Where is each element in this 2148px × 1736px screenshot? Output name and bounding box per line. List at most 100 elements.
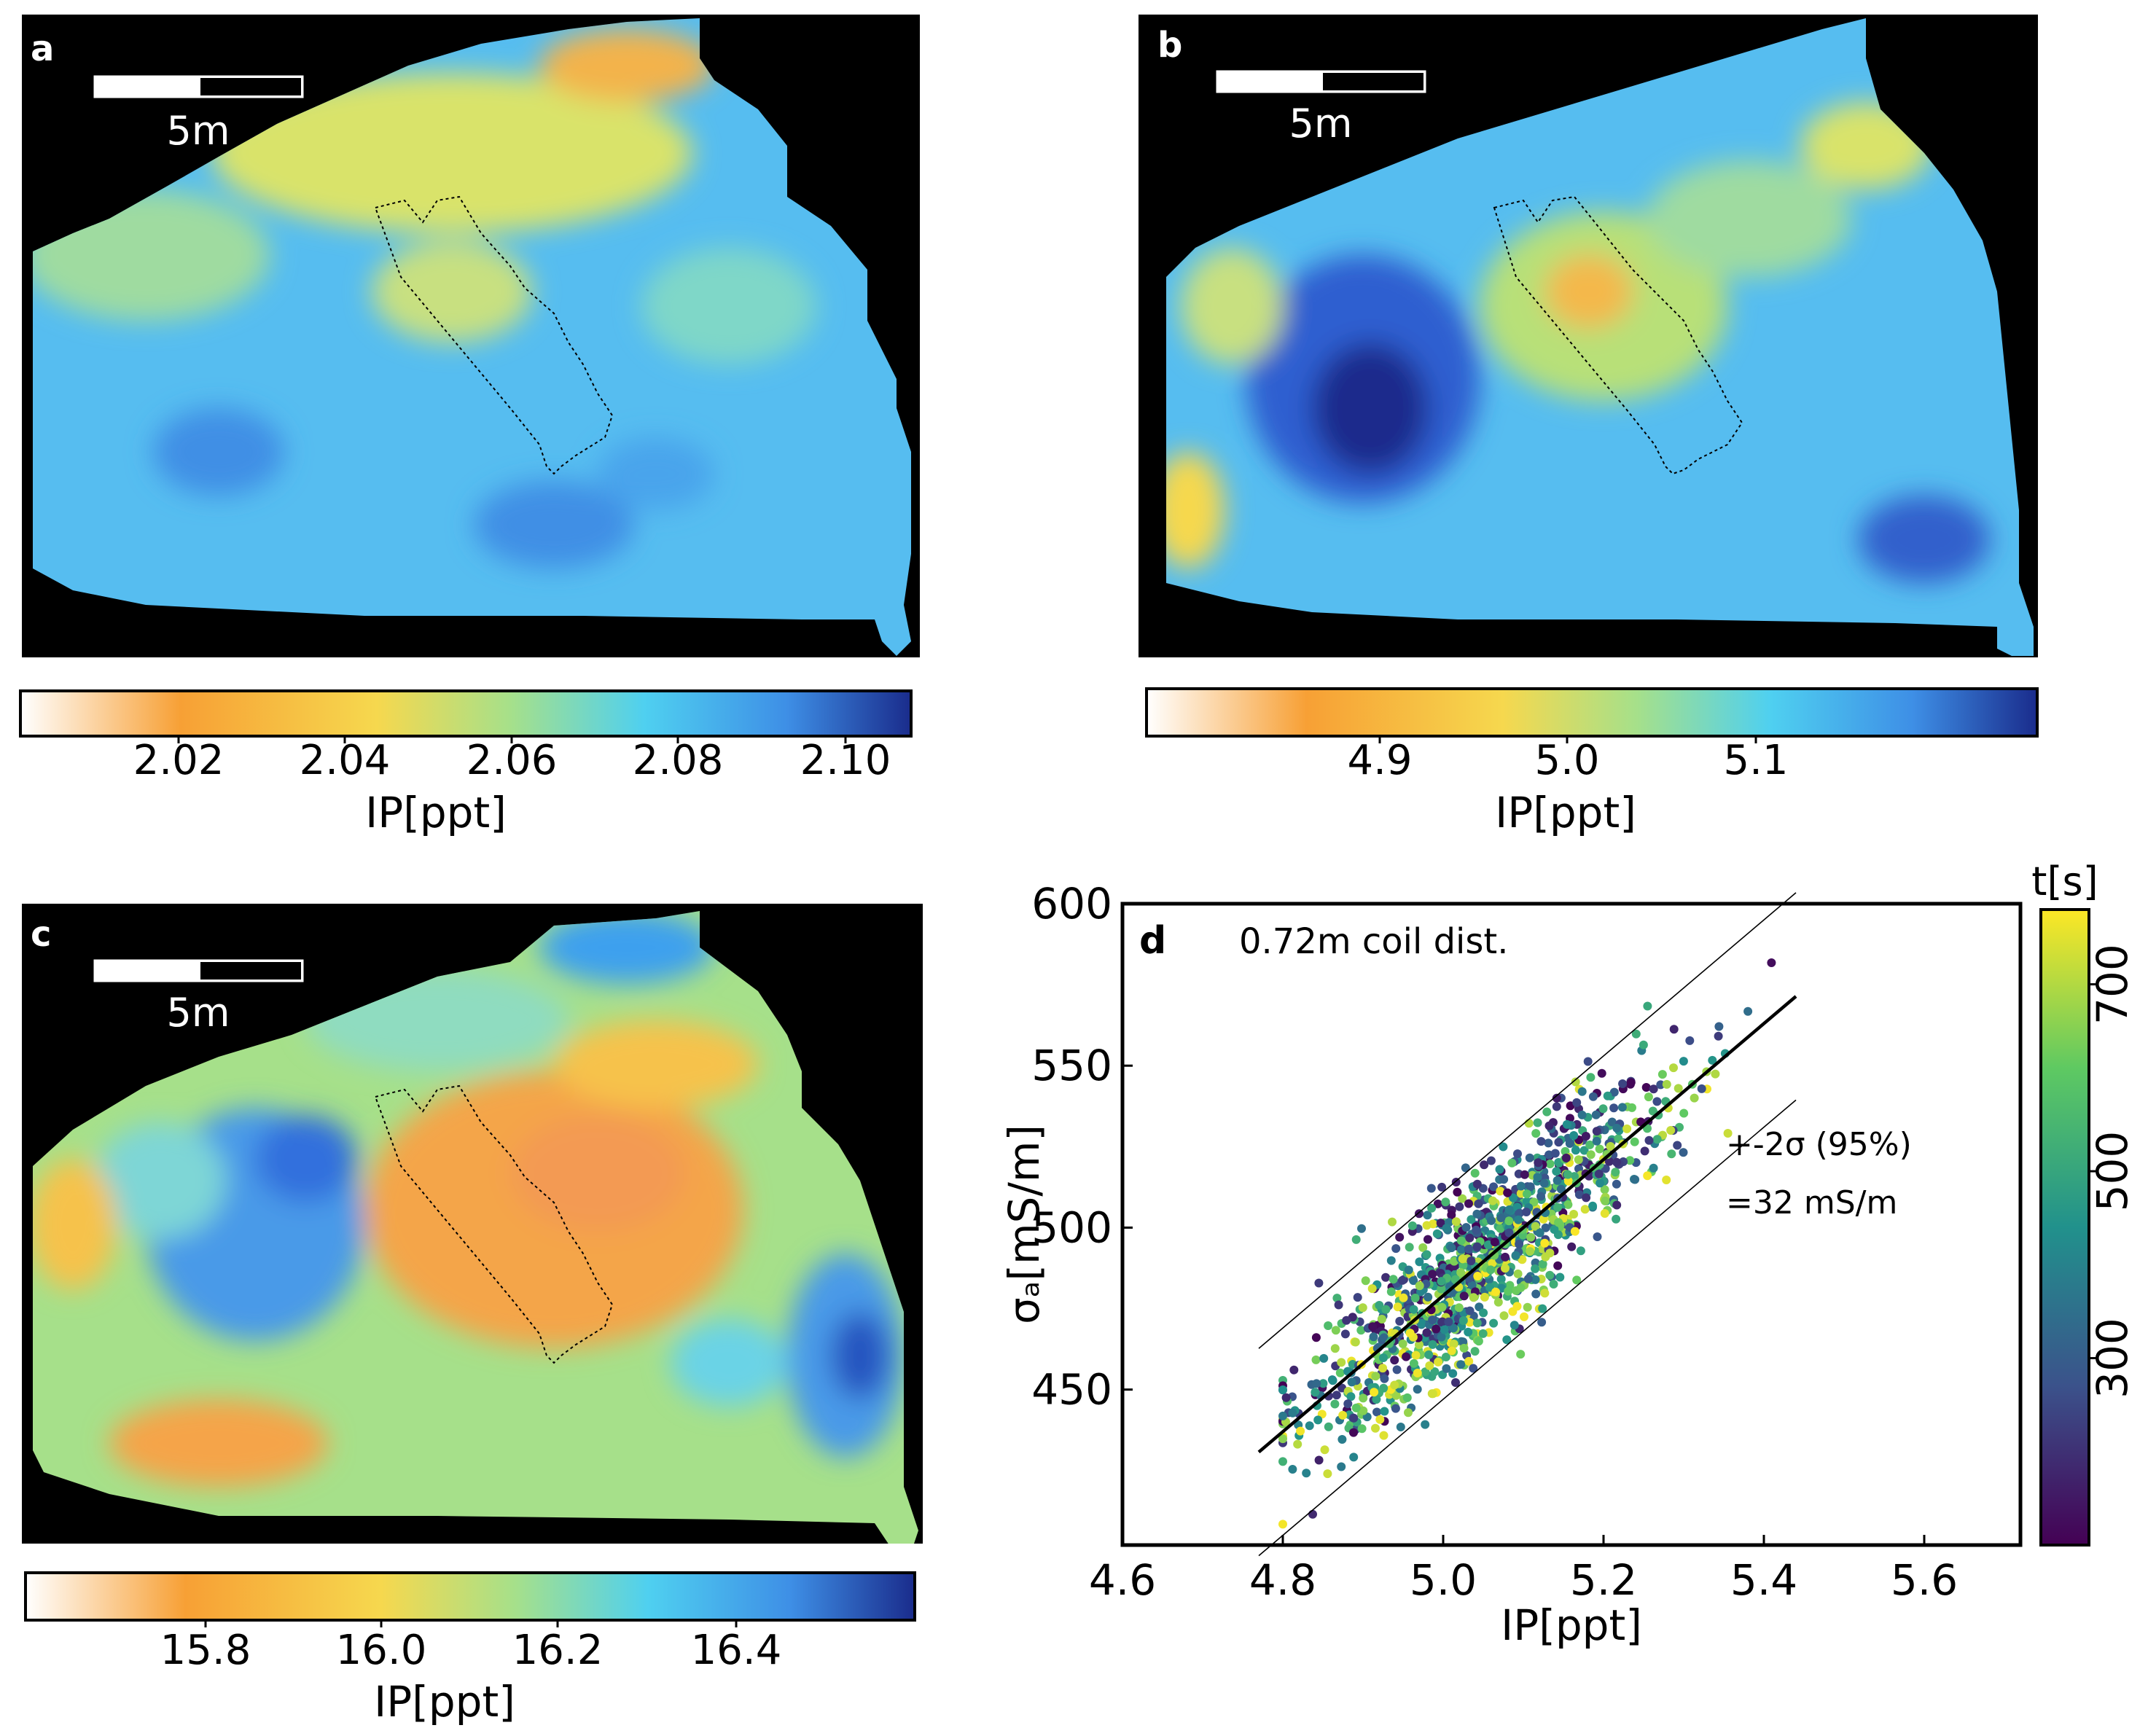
scatter-point (1428, 1340, 1437, 1349)
scatter-point (1611, 1168, 1620, 1177)
scatter-point (1351, 1337, 1360, 1347)
scatter-point (1371, 1423, 1380, 1433)
scatter-point (1574, 1190, 1584, 1200)
scatter-point (1679, 1109, 1689, 1118)
scatter-point (1600, 1185, 1609, 1195)
scatter-point (1437, 1284, 1446, 1294)
scatter-point (1644, 1135, 1654, 1145)
scatter-point (1432, 1324, 1441, 1334)
y-axis-label: σₐ[mS/m] (999, 1125, 1049, 1324)
colorbar-c-tick-0: 15.8 (160, 1627, 251, 1674)
scatter-point (1580, 1205, 1590, 1214)
scatter-point (1389, 1275, 1398, 1284)
scatter-point (1346, 1392, 1356, 1401)
scatter-point (1491, 1287, 1501, 1297)
scatter-point (1571, 1146, 1580, 1155)
scatter-point (1343, 1399, 1353, 1409)
panel-c: c 5m 15.8 16.0 16.2 16.4 IP[ppt] (22, 904, 923, 1727)
scatter-point (1405, 1329, 1415, 1338)
colorbar-a-tick-4: 2.10 (800, 737, 891, 784)
colorbar-time (2039, 908, 2090, 1547)
scatter-point (1437, 1182, 1447, 1192)
scatter-point (1324, 1422, 1333, 1431)
scatter-point (1469, 1364, 1478, 1373)
scatter-point (1347, 1377, 1356, 1387)
colorbar-b (1145, 687, 2039, 738)
scatter-point (1545, 1160, 1555, 1168)
scalebar-label-c: 5m (167, 990, 230, 1036)
scatter-point (1328, 1376, 1337, 1385)
scatter-point (1379, 1333, 1389, 1342)
scatter-point (1563, 1176, 1573, 1186)
scatter-point (1503, 1188, 1512, 1197)
scatter-point (1464, 1327, 1473, 1337)
scatter-point (1371, 1372, 1380, 1381)
x-axis-label: IP[ppt] (1501, 1600, 1642, 1650)
scatter-point (1679, 1057, 1688, 1066)
scatter-point (1577, 1087, 1587, 1096)
scatter-point (1597, 1068, 1606, 1078)
scatter-point (1418, 1243, 1428, 1252)
scatter-point (1456, 1236, 1466, 1246)
scatter-point (1441, 1353, 1450, 1361)
scatter-point (1523, 1189, 1531, 1199)
scatter-point (1592, 1136, 1601, 1146)
scatter-point (1330, 1399, 1340, 1409)
scatter-point (1375, 1301, 1384, 1310)
scatter-point (1767, 958, 1776, 967)
scatter-point (1375, 1415, 1385, 1424)
scatter-point (1288, 1465, 1297, 1474)
scatter-point (1595, 1144, 1604, 1154)
colorbar-time-tick-label-1: 500 (2088, 1131, 2137, 1212)
upper-2sigma-line (1258, 892, 1797, 1349)
scatter-point (1340, 1329, 1350, 1339)
colorbar-c-tick-3: 16.4 (691, 1627, 782, 1674)
scatter-point (1586, 1150, 1596, 1160)
scatter-point (1293, 1439, 1303, 1449)
scatter-point (1592, 1127, 1601, 1136)
panel-a: a 5m 2.02 2.04 2.06 2.08 2.10 IP[ppt] (19, 15, 920, 837)
scatter-point (1529, 1197, 1539, 1207)
colorbar-b-tick-2: 5.1 (1723, 737, 1788, 784)
scatter-point (1515, 1240, 1524, 1248)
scatter-point (1697, 1084, 1706, 1093)
scatter-point (1447, 1243, 1456, 1253)
scatter-point (1538, 1304, 1547, 1313)
scatter-point (1433, 1199, 1442, 1208)
scatter-point (1556, 1184, 1566, 1194)
scatter-point (1358, 1303, 1367, 1313)
scatter-point (1507, 1158, 1517, 1168)
y-tick-label-3: 600 (1031, 879, 1112, 928)
scatter-point (1464, 1356, 1474, 1366)
scatter-point (1596, 1178, 1605, 1188)
scalebar-label-a: 5m (167, 108, 230, 154)
scatter-point (1289, 1365, 1299, 1375)
scatter-point (1516, 1350, 1526, 1359)
scatter-point (1630, 1137, 1639, 1146)
scatter-point (1281, 1393, 1291, 1402)
scatter-point (1538, 1259, 1547, 1269)
scatter-point (1278, 1457, 1287, 1466)
colorbar-a-label: IP[ppt] (365, 788, 507, 837)
scatter-point (1612, 1214, 1621, 1224)
scatter-point (1421, 1367, 1430, 1377)
scatter-point (1324, 1321, 1333, 1330)
colorbar-time-tick-label-0: 300 (2088, 1318, 2137, 1399)
scatter-point (1489, 1182, 1499, 1192)
scatter-point (1531, 1289, 1541, 1299)
scatter-point (1335, 1368, 1345, 1377)
scatter-point (1514, 1215, 1523, 1224)
scatter-point (1588, 1092, 1598, 1101)
scatter-point (1649, 1163, 1658, 1173)
colorbar-a-tick-0: 2.02 (133, 737, 224, 784)
scatter-point (1533, 1173, 1542, 1182)
colorbar-b-tick-0: 4.9 (1347, 737, 1412, 784)
scatter-point (1472, 1179, 1482, 1189)
scatter-point (1377, 1315, 1386, 1323)
scatter-point (1458, 1254, 1467, 1264)
outline-c (374, 1084, 614, 1364)
scatter-point (1456, 1360, 1466, 1369)
scatter-point (1413, 1385, 1422, 1394)
panel-letter-d: d (1139, 919, 1166, 963)
